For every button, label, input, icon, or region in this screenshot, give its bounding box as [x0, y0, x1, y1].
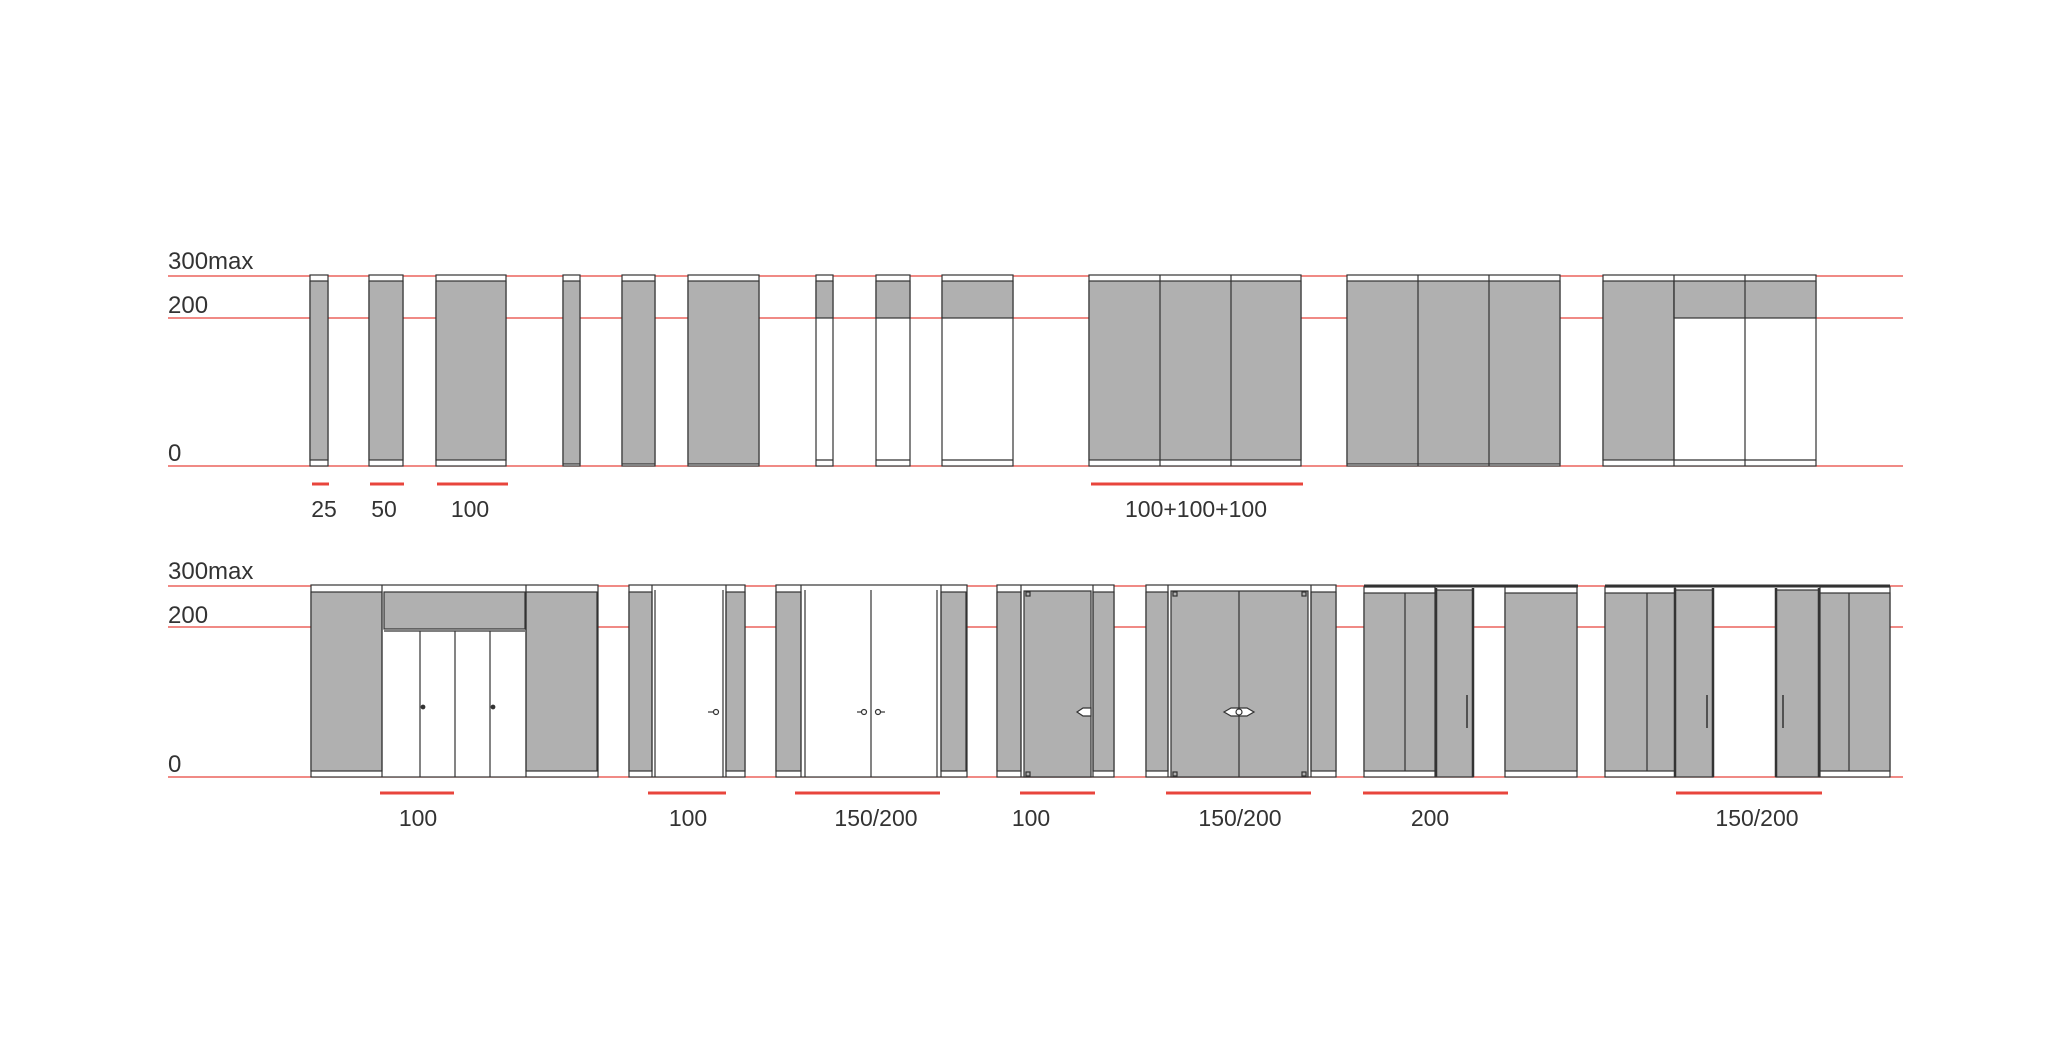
dimension-label-100: 100 [451, 496, 489, 522]
transom-panel-50 [875, 274, 911, 467]
triple-solid-panel [1088, 274, 1302, 467]
dimension-label-glass-door: 100 [1012, 805, 1050, 831]
dimension-label-double-door: 150/200 [834, 805, 917, 831]
single-door-unit [628, 584, 746, 778]
solid-panel-50-variant [621, 274, 656, 467]
dimension-label-double-glass-door: 150/200 [1198, 805, 1281, 831]
door-handle-icon [857, 708, 885, 716]
solid-panel-100 [435, 274, 507, 467]
double-door-unit [775, 584, 968, 778]
glass-door-unit [996, 584, 1115, 778]
top-panels [309, 274, 1817, 467]
double-sliding-door-unit [1604, 584, 1891, 778]
dimension-label-single-door: 100 [669, 805, 707, 831]
bottom-level-0: 0 [168, 751, 181, 778]
bottom-panels [310, 584, 1891, 778]
dimension-label-25: 25 [311, 496, 337, 522]
top-level-300max: 300max [168, 248, 253, 275]
sliding-door-unit [1363, 584, 1578, 778]
dimension-label-sliding-door: 200 [1411, 805, 1449, 831]
dimension-label-50: 50 [371, 496, 397, 522]
solid-panel-50 [368, 274, 404, 467]
door-handle-icon [708, 708, 720, 716]
folding-door-unit [310, 584, 599, 778]
door-handle-icon [1222, 707, 1256, 717]
solid-panel-25 [309, 274, 329, 467]
mixed-triple-panel [1602, 274, 1817, 467]
solid-panel-25-variant [562, 274, 581, 467]
transom-panel-25 [815, 274, 834, 467]
triple-solid-panel-variant [1346, 274, 1561, 467]
dimension-label-double-sliding-door: 150/200 [1715, 805, 1798, 831]
dimension-label-folding-door: 100 [399, 805, 437, 831]
top-row: 300max 200 0 [168, 248, 1903, 522]
bottom-level-300max: 300max [168, 558, 253, 585]
transom-panel-100 [941, 274, 1014, 467]
dimension-label-100x3: 100+100+100 [1125, 496, 1267, 522]
top-level-200: 200 [168, 292, 208, 319]
solid-panel-100-variant [687, 274, 760, 467]
double-glass-door-unit [1145, 584, 1337, 778]
bottom-level-200: 200 [168, 602, 208, 629]
top-level-0: 0 [168, 440, 181, 467]
door-handle-icon [1075, 707, 1092, 717]
bottom-row: 300max 200 0 [168, 558, 1903, 831]
